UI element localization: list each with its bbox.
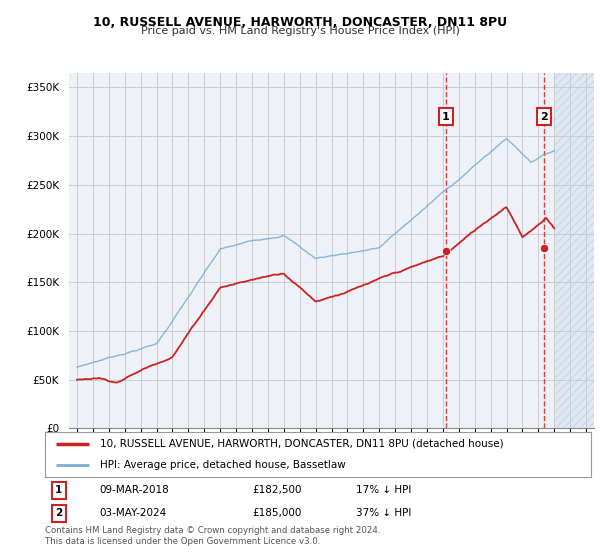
Text: HPI: Average price, detached house, Bassetlaw: HPI: Average price, detached house, Bass… [100, 460, 346, 470]
Text: £185,000: £185,000 [253, 508, 302, 518]
Bar [554, 73, 594, 428]
Text: 03-MAY-2024: 03-MAY-2024 [100, 508, 167, 518]
Text: Price paid vs. HM Land Registry's House Price Index (HPI): Price paid vs. HM Land Registry's House … [140, 26, 460, 36]
Text: 2: 2 [540, 111, 548, 122]
Bar [554, 73, 594, 428]
Text: 10, RUSSELL AVENUE, HARWORTH, DONCASTER, DN11 8PU (detached house): 10, RUSSELL AVENUE, HARWORTH, DONCASTER,… [100, 438, 503, 449]
Text: 37% ↓ HPI: 37% ↓ HPI [356, 508, 412, 518]
Text: 1: 1 [442, 111, 449, 122]
Text: 17% ↓ HPI: 17% ↓ HPI [356, 486, 412, 495]
Text: 10, RUSSELL AVENUE, HARWORTH, DONCASTER, DN11 8PU: 10, RUSSELL AVENUE, HARWORTH, DONCASTER,… [93, 16, 507, 29]
Text: £182,500: £182,500 [253, 486, 302, 495]
Text: 2: 2 [55, 508, 62, 518]
Text: Contains HM Land Registry data © Crown copyright and database right 2024.
This d: Contains HM Land Registry data © Crown c… [45, 526, 380, 546]
Text: 09-MAR-2018: 09-MAR-2018 [100, 486, 169, 495]
Text: 1: 1 [55, 486, 62, 495]
